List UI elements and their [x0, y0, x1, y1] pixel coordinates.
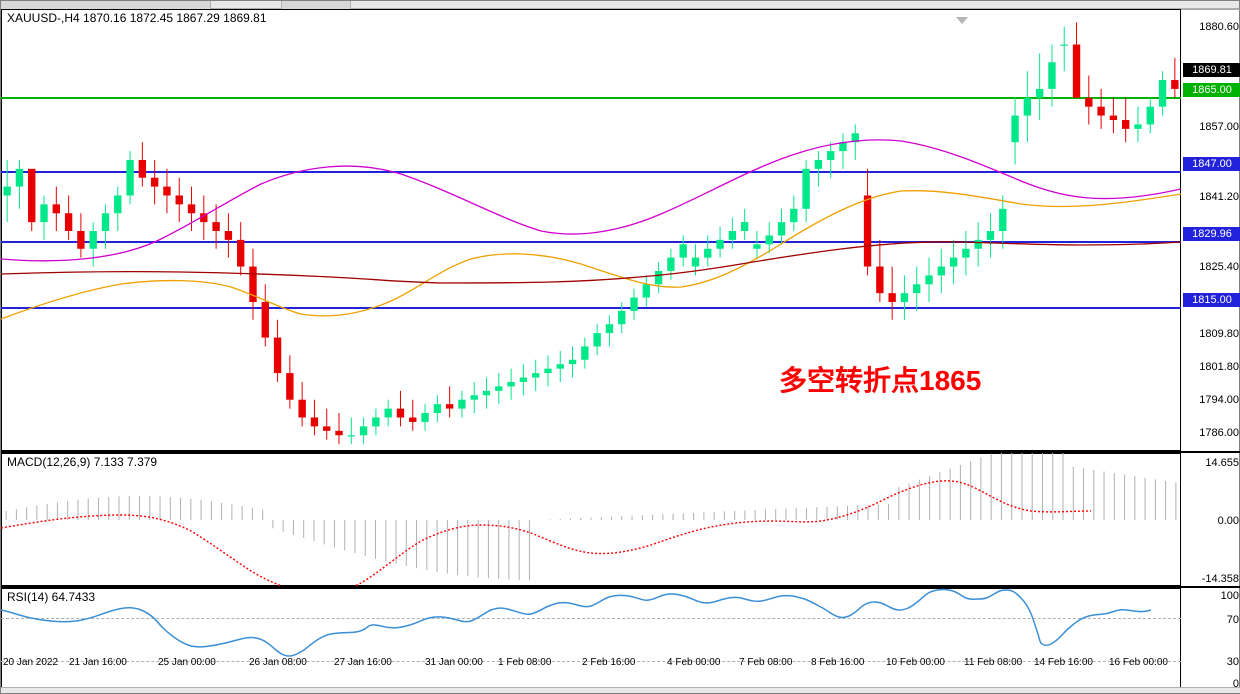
date-tick-label: 2 Feb 16:00 — [582, 657, 635, 668]
macd-histogram-and-signal-svg[interactable] — [1, 453, 1181, 588]
chart-dropdown-marker[interactable] — [956, 17, 968, 24]
price-tick-label: 1786.00 — [1199, 427, 1239, 439]
support-price-tag-1: 1829.96 — [1183, 227, 1240, 241]
price-tick-label: 1880.60 — [1199, 21, 1239, 33]
date-tick-label: 1 Feb 08:00 — [498, 657, 551, 668]
symbol-header-label: XAUUSD-,H4 1870.16 1872.45 1867.29 1869.… — [7, 11, 267, 25]
rsi-title-label: RSI(14) 64.7433 — [7, 590, 95, 604]
macd-tick-label: -14.358 — [1202, 573, 1239, 585]
date-tick-label: 25 Jan 00:00 — [158, 657, 216, 668]
rsi-line — [1, 590, 1151, 657]
chart-stack: XAUUSD-,H4 1870.16 1872.45 1867.29 1869.… — [1, 9, 1240, 671]
date-tick-label: 11 Feb 08:00 — [964, 657, 1022, 668]
ma-darkred-line — [1, 242, 1181, 283]
trading-chart-window: XAUUSD-,H4 1870.16 1872.45 1867.29 1869.… — [0, 0, 1240, 694]
price-candlestick-svg[interactable] — [1, 9, 1181, 453]
date-tick-label: 14 Feb 16:00 — [1034, 657, 1093, 668]
rsi-tick-label: 30 — [1227, 656, 1239, 668]
date-axis-labels: 20 Jan 2022 21 Jan 16:00 25 Jan 00:00 26… — [1, 657, 1181, 671]
date-tick-label: 20 Jan 2022 — [3, 657, 58, 668]
macd-title-label: MACD(12,26,9) 7.133 7.379 — [7, 455, 157, 469]
price-tick-label: 1825.40 — [1199, 261, 1239, 273]
price-tick-label: 1857.00 — [1199, 121, 1239, 133]
date-tick-label: 8 Feb 16:00 — [811, 657, 864, 668]
macd-tick-label: 14.655 — [1205, 457, 1239, 469]
date-tick-label: 31 Jan 00:00 — [425, 657, 483, 668]
price-tick-label: 1809.80 — [1199, 328, 1239, 340]
scrollbar-thumb[interactable] — [281, 1, 351, 9]
scrollbar-thumb[interactable] — [1, 1, 211, 9]
support-price-tag-2: 1815.00 — [1183, 293, 1240, 307]
turning-point-price-tag: 1865.00 — [1183, 83, 1240, 97]
date-tick-label: 26 Jan 08:00 — [249, 657, 307, 668]
date-tick-label: 7 Feb 08:00 — [739, 657, 792, 668]
date-tick-label: 21 Jan 16:00 — [69, 657, 127, 668]
price-tick-label: 1794.00 — [1199, 394, 1239, 406]
date-tick-label: 16 Feb 00:00 — [1109, 657, 1168, 668]
price-tick-label: 1841.20 — [1199, 191, 1239, 203]
price-tick-label: 1801.80 — [1199, 361, 1239, 373]
rsi-panel[interactable]: RSI(14) 64.7433 100 70 30 0 — [1, 588, 1240, 692]
date-tick-label: 10 Feb 00:00 — [886, 657, 945, 668]
price-chart-panel[interactable]: XAUUSD-,H4 1870.16 1872.45 1867.29 1869.… — [1, 9, 1240, 453]
macd-signal-line — [1, 481, 1091, 588]
rsi-tick-label: 100 — [1221, 590, 1239, 602]
date-tick-label: 4 Feb 00:00 — [667, 657, 720, 668]
resistance-price-tag: 1847.00 — [1183, 157, 1240, 171]
current-price-tag: 1869.81 — [1183, 63, 1240, 77]
date-tick-label: 27 Jan 16:00 — [334, 657, 392, 668]
bottom-scrollbar[interactable] — [1, 687, 1240, 693]
rsi-tick-label: 70 — [1227, 614, 1239, 626]
top-scrollbar[interactable] — [1, 1, 1239, 9]
macd-panel[interactable]: MACD(12,26,9) 7.133 7.379 14.655 0.00 -1… — [1, 453, 1240, 588]
macd-tick-label: 0.00 — [1218, 515, 1239, 527]
